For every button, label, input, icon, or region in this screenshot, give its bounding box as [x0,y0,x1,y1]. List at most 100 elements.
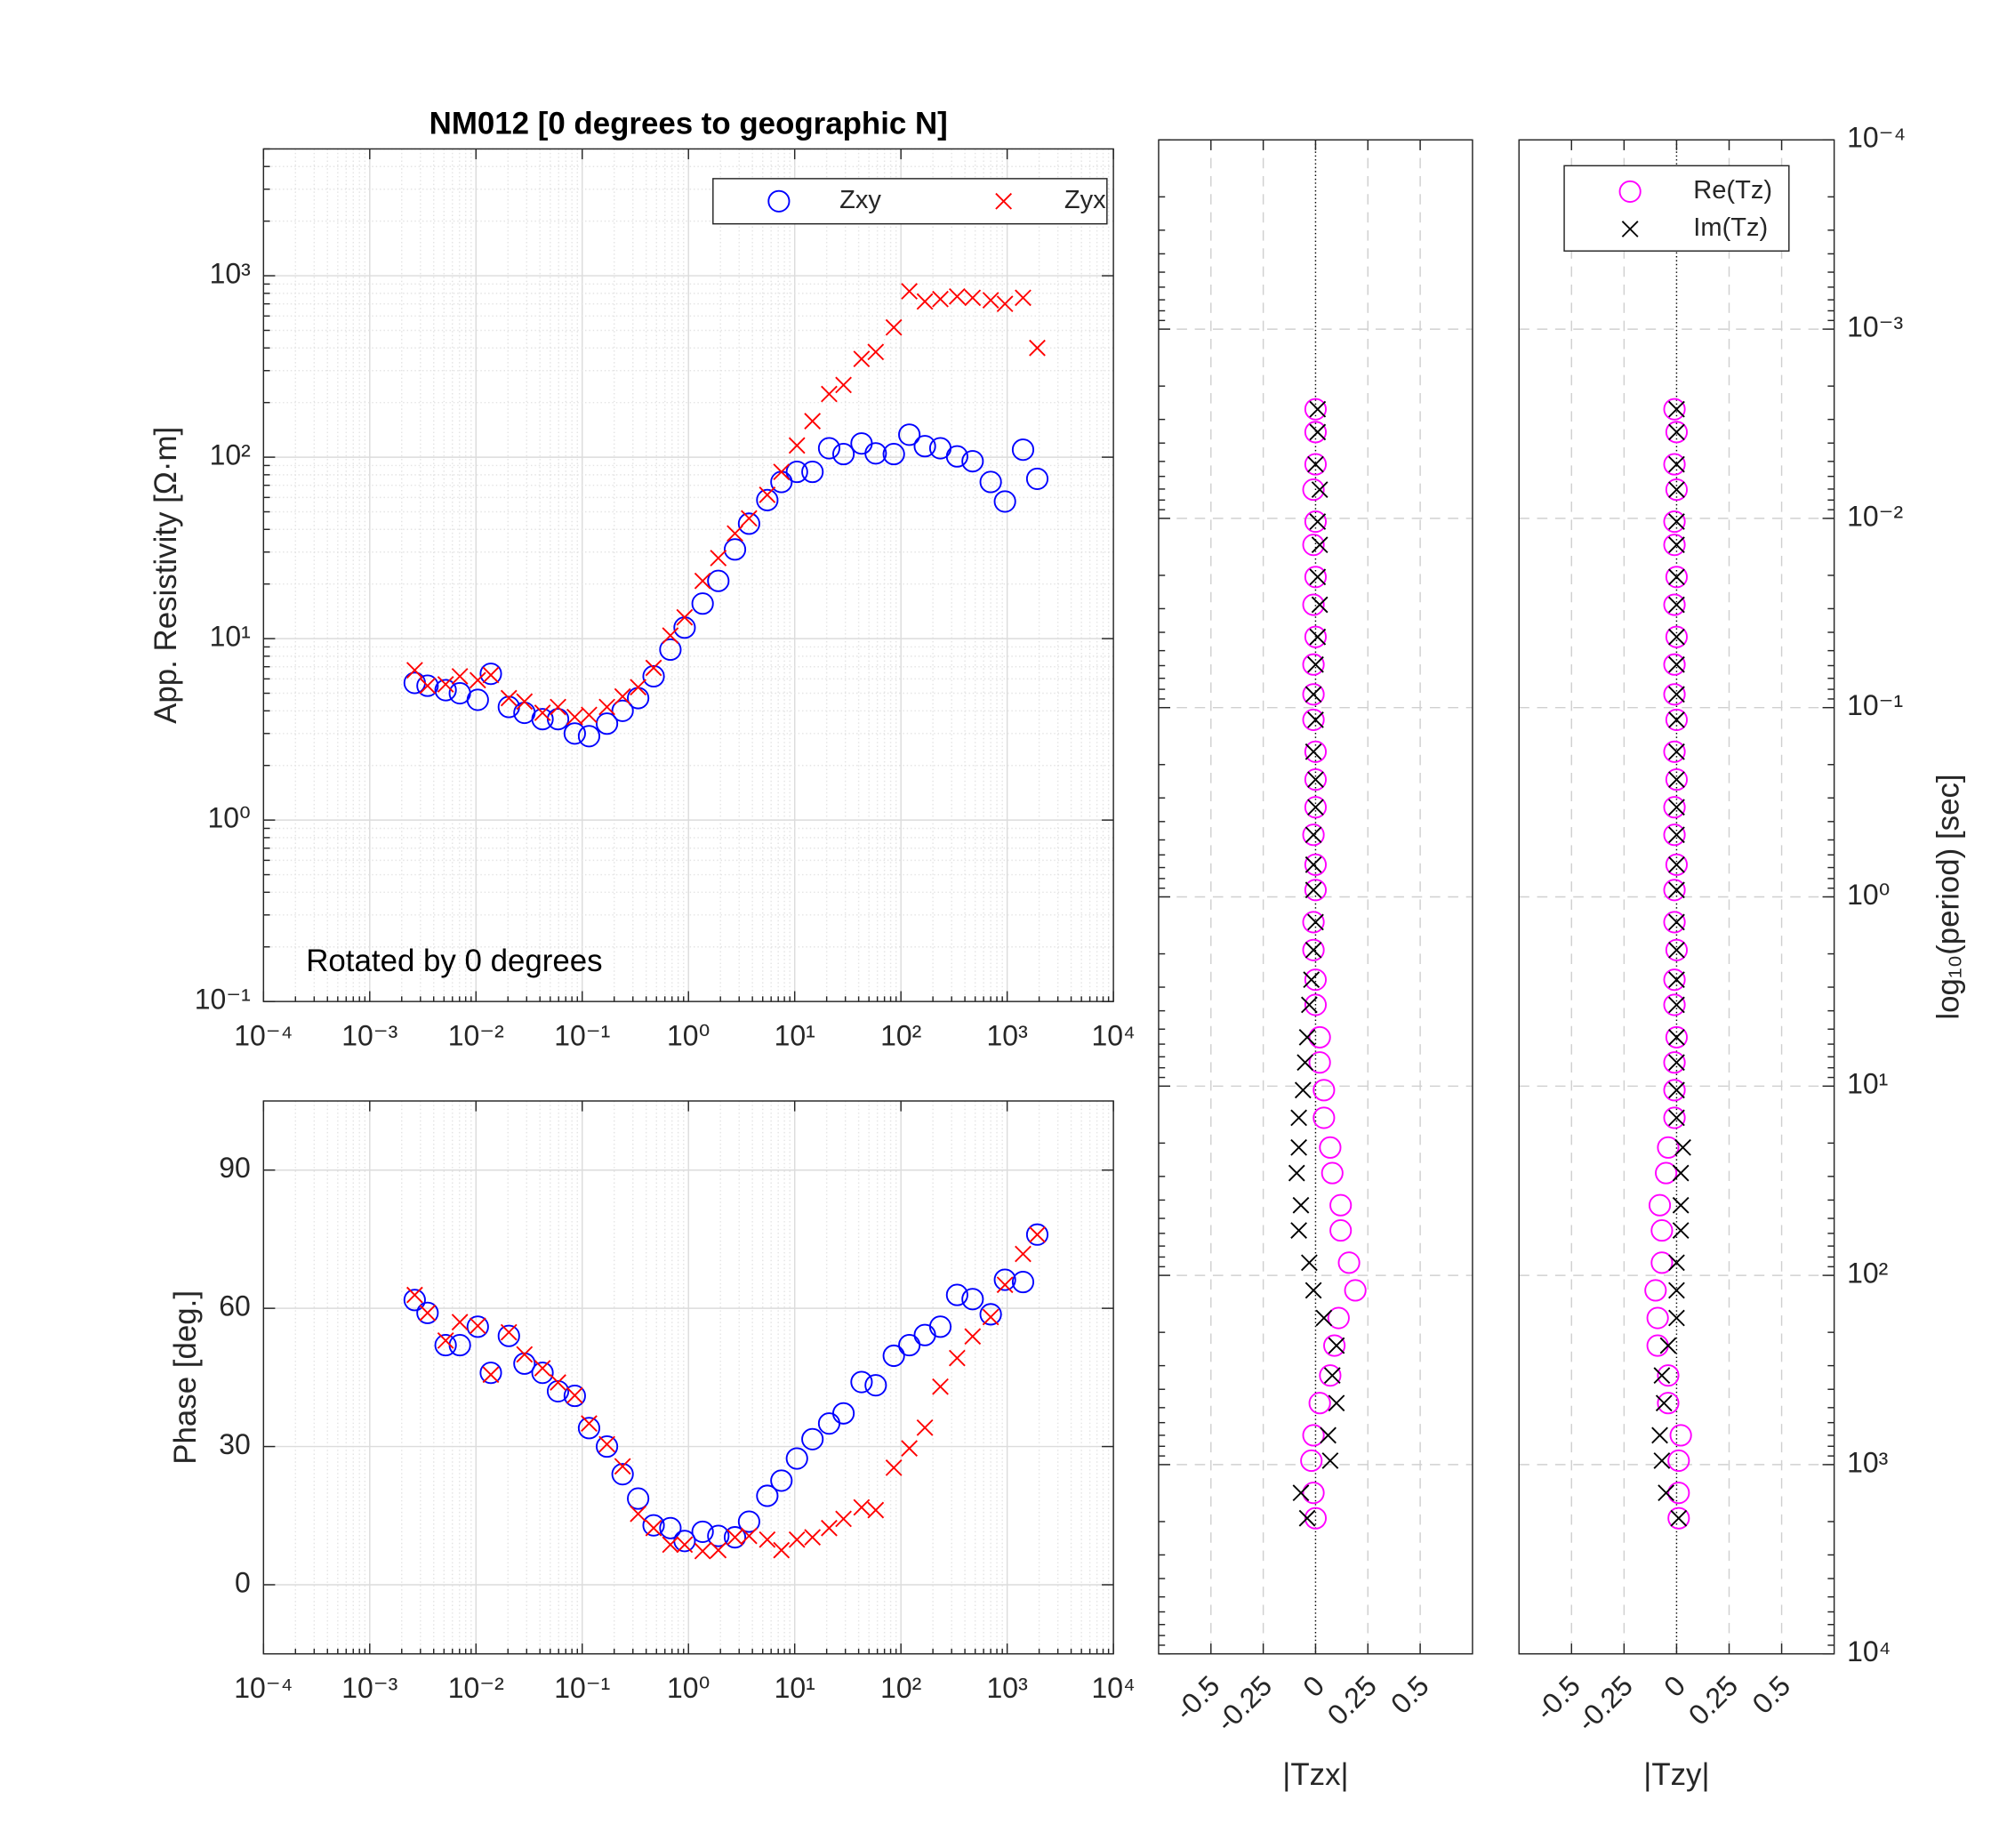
data-point [1015,1245,1032,1263]
data-point [1655,1161,1678,1185]
data-point [1653,1452,1671,1469]
y-tick-label: 10⁴ [1847,1635,1891,1667]
x-tick-label: 10⁻² [448,1019,504,1051]
data-point [916,1418,934,1436]
data-point [756,488,779,511]
data-point [1344,1279,1367,1302]
data-point [1668,686,1685,703]
data-point [1290,1222,1307,1239]
data-point [1015,289,1032,307]
data-point [1663,534,1686,557]
data-point [1305,881,1322,899]
data-point [1668,771,1685,788]
data-point [1668,455,1685,473]
data-point [627,1487,650,1510]
x-tick-label: 10⁻¹ [554,1672,610,1704]
data-point [993,490,1016,513]
data-point [898,423,921,446]
data-point [1308,1392,1331,1415]
data-point [804,413,822,430]
data-point [1304,768,1328,791]
data-point [466,1315,489,1338]
data-point [948,1349,966,1367]
data-point [1657,1136,1680,1159]
data-point [1302,534,1325,557]
data-point [773,463,791,480]
data-point [451,1314,469,1331]
data-point [737,1510,760,1533]
y-tick-label: 30 [219,1428,251,1460]
data-point [964,1328,982,1346]
data-point [691,592,714,615]
data-point [864,442,887,465]
data-point [694,572,711,590]
data-point [596,712,619,735]
data-point [1320,1426,1337,1444]
annotation: Rotated by 0 degrees [306,944,602,978]
y-tick-label: 60 [219,1290,251,1322]
data-point [598,698,615,716]
data-point [821,1519,838,1537]
data-point [982,292,999,309]
data-point [403,1289,426,1312]
data-point [611,1463,634,1486]
data-point [1304,1507,1328,1530]
data-point [1309,568,1327,586]
data-point [1302,683,1325,706]
data-point [500,689,518,707]
data-point [416,674,439,697]
data-point [1305,686,1322,703]
data-point [885,1459,903,1476]
data-point [1302,911,1325,934]
legend-label: Zyx [1064,186,1106,214]
data-point [1329,1193,1353,1217]
data-point [1327,1306,1350,1330]
data-point [1304,453,1328,476]
data-point [479,663,502,686]
data-point [832,443,855,466]
data-point [694,1542,711,1560]
data-point [1663,1106,1686,1129]
data-point [1313,1079,1336,1102]
data-point [1663,510,1686,534]
data-point [469,671,486,689]
data-point [1302,708,1325,731]
y-tick-label: 10² [1847,1257,1889,1290]
data-point [419,677,437,695]
legend-box [712,178,1108,225]
data-point [867,343,885,361]
data-point [932,290,949,308]
data-point [898,1334,921,1357]
data-point [1305,856,1322,873]
x-tick-label: 10⁴ [1091,1672,1135,1704]
data-point [469,1317,486,1335]
data-point [1653,1367,1671,1385]
axes-box [1158,139,1473,1655]
data-point [853,350,871,367]
x-tick-label: 10³ [987,1672,1029,1704]
data-point [691,1520,714,1543]
data-point [1663,453,1686,476]
data-point [630,679,647,696]
data-point [945,1283,968,1306]
data-point [1305,1282,1322,1299]
data-point [659,1516,682,1539]
data-point [1304,510,1328,534]
data-point [1337,1251,1361,1274]
data-point [550,698,566,716]
data-point [867,1501,885,1519]
data-point [996,1276,1014,1294]
data-point [821,385,838,403]
y-tick-label: 10⁻⁴ [1847,122,1906,154]
data-point [1667,1449,1690,1473]
data-point [916,293,934,310]
data-point [1309,400,1327,418]
data-point [1307,711,1324,728]
y-tick-label: 10⁻¹ [195,984,251,1016]
data-point [723,538,747,561]
data-point [645,1519,662,1537]
x-tick-label: 10⁴ [1091,1019,1135,1051]
data-point [1321,1452,1339,1469]
data-point [1665,625,1688,648]
y-tick-label: 10⁰ [1847,879,1890,911]
